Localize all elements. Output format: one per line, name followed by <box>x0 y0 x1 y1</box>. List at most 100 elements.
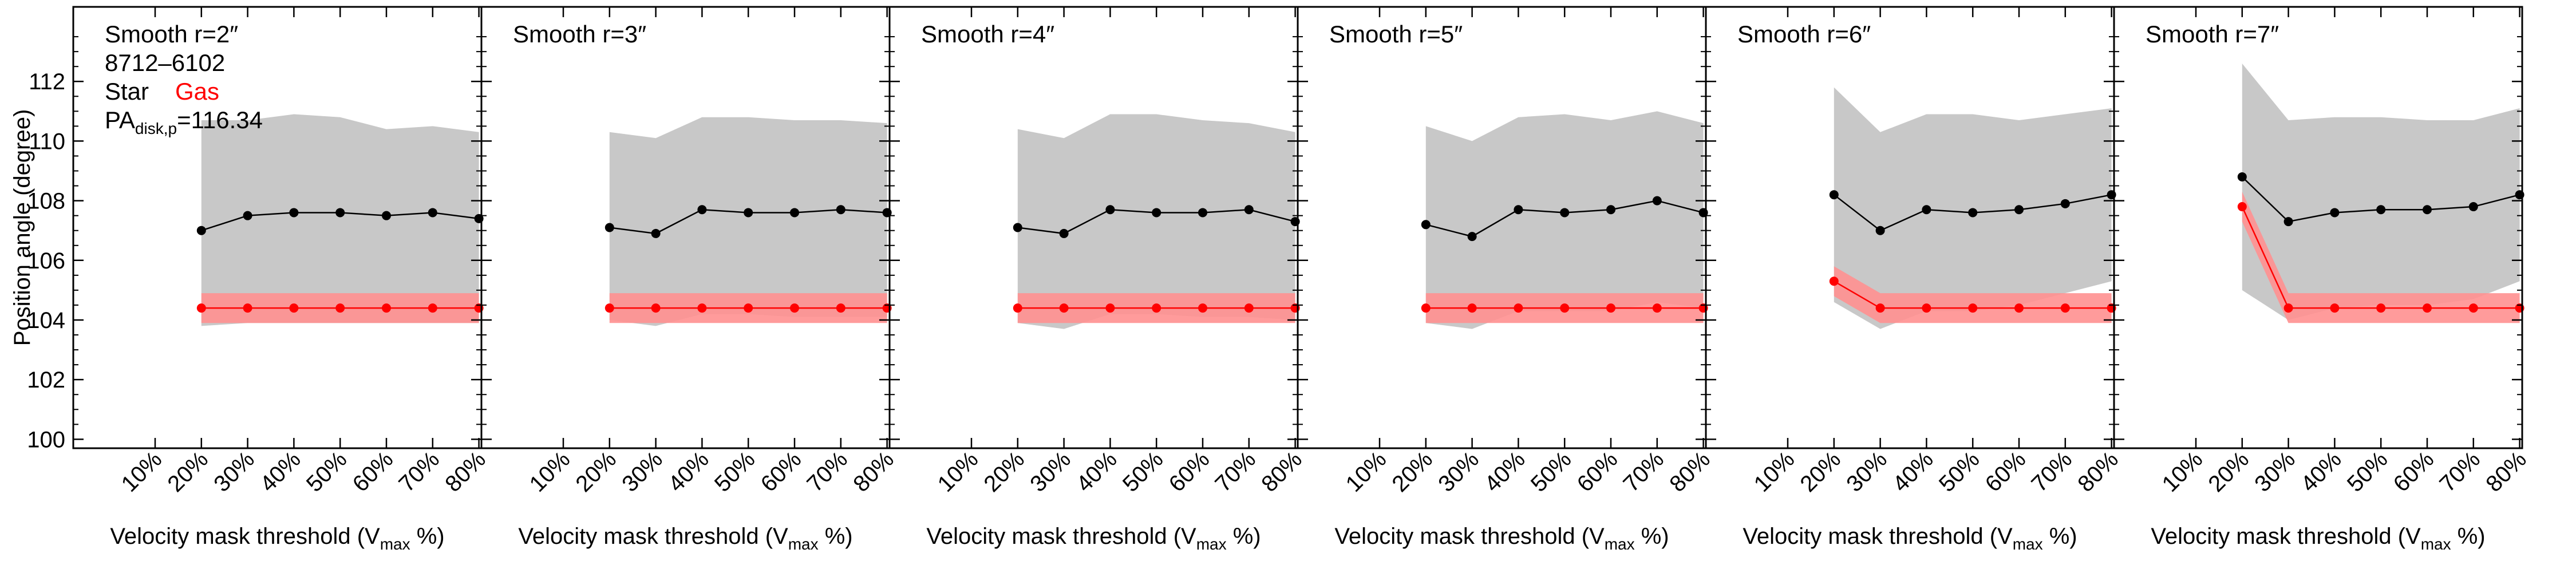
x-tick-label: 70% <box>2435 447 2485 497</box>
gas-point <box>1829 276 1839 286</box>
x-tick-label: 50% <box>710 447 760 497</box>
x-tick-label: 10% <box>1341 447 1392 497</box>
x-axis-label: Velocity mask threshold (Vmax %) <box>926 524 1261 553</box>
star-point <box>2014 205 2024 215</box>
star-point <box>2060 199 2070 208</box>
gas-point <box>1244 303 1254 313</box>
x-tick-label: 80% <box>1257 447 1307 497</box>
panel-title: Smooth r=4″ <box>921 21 1054 48</box>
star-uncertainty-band <box>1425 111 1704 329</box>
gas-point <box>2468 303 2478 313</box>
gas-point <box>1152 303 1161 313</box>
x-axis-label-end: %) <box>819 524 853 549</box>
x-axis-label-sub: max <box>1605 535 1635 553</box>
gas-point <box>1652 303 1662 313</box>
x-tick-label: 50% <box>2342 447 2393 497</box>
panel: 10%20%30%40%50%60%70%80% Smooth r=4″ Veloc… <box>888 6 1307 553</box>
gas-point <box>2283 303 2293 313</box>
star-point <box>1606 205 1615 215</box>
x-axis-label-end: %) <box>2043 524 2077 549</box>
x-axis-label-end: %) <box>410 524 445 549</box>
x-tick-label: 10% <box>2158 447 2208 497</box>
panel-title: Smooth r=5″ <box>1329 21 1463 48</box>
star-point <box>1560 208 1570 218</box>
x-tick-label: 10% <box>117 447 167 497</box>
x-tick-label: 70% <box>2026 447 2077 497</box>
x-axis-label-main: Velocity mask threshold (V <box>518 524 788 549</box>
x-axis-label-main: Velocity mask threshold (V <box>110 524 380 549</box>
star-uncertainty-band <box>201 114 479 326</box>
x-tick-label: 40% <box>1888 447 1938 497</box>
x-axis-label: Velocity mask threshold (Vmax %) <box>1334 524 1669 553</box>
x-tick-label: 30% <box>1025 447 1076 497</box>
gas-point <box>2423 303 2432 313</box>
gas-point <box>1421 303 1431 313</box>
star-point <box>2423 205 2432 215</box>
x-tick-label: 20% <box>979 447 1029 497</box>
gas-uncertainty-band <box>1834 266 2112 323</box>
pa-disk-label: PAdisk,p=116.34 <box>105 106 263 137</box>
x-tick-label: 50% <box>1118 447 1168 497</box>
x-axis-label-main: Velocity mask threshold (V <box>1334 524 1605 549</box>
star-point <box>243 211 252 220</box>
x-tick-label: 10% <box>525 447 575 497</box>
star-point <box>744 208 753 218</box>
gas-point <box>196 303 206 313</box>
panel-title: Smooth r=7″ <box>2146 21 2279 48</box>
star-point <box>1152 208 1161 218</box>
x-axis-label-end: %) <box>2451 524 2486 549</box>
x-axis-label: Velocity mask threshold (Vmax %) <box>1743 524 2077 553</box>
gas-point <box>2330 303 2340 313</box>
x-tick-label: 30% <box>209 447 259 497</box>
gas-point <box>428 303 437 313</box>
gas-point <box>1198 303 1207 313</box>
star-point <box>1244 205 1254 215</box>
x-tick-label: 40% <box>255 447 306 497</box>
star-point <box>2376 205 2386 215</box>
x-axis-label: Velocity mask threshold (Vmax %) <box>2151 524 2485 553</box>
star-point <box>1013 223 1022 232</box>
gas-point <box>1514 303 1523 313</box>
pa-value: =116.34 <box>177 106 263 133</box>
x-axis-label: Velocity mask threshold (Vmax %) <box>110 524 444 553</box>
star-point <box>697 205 707 215</box>
gas-point <box>1467 303 1477 313</box>
star-point <box>335 208 345 218</box>
x-tick-label: 60% <box>756 447 807 497</box>
star-point <box>1968 208 1978 218</box>
gas-point <box>243 303 252 313</box>
pa-sub: disk,p <box>135 120 177 137</box>
gas-point <box>744 303 753 313</box>
gas-uncertainty-band <box>2242 191 2520 323</box>
star-point <box>2237 172 2247 181</box>
x-tick-label: 20% <box>163 447 213 497</box>
gas-point <box>605 303 614 313</box>
x-tick-label: 70% <box>1618 447 1669 497</box>
gas-point <box>1968 303 1978 313</box>
x-tick-label: 40% <box>1480 447 1530 497</box>
x-tick-label: 50% <box>1934 447 1985 497</box>
gas-point <box>651 303 661 313</box>
y-tick-label: 104 <box>27 308 65 333</box>
star-point <box>1198 208 1207 218</box>
star-uncertainty-band <box>1017 114 1295 329</box>
gas-point <box>289 303 299 313</box>
gas-point <box>1606 303 1615 313</box>
x-tick-label: 60% <box>2389 447 2439 497</box>
pa-main: PA <box>105 106 135 133</box>
y-tick-label: 100 <box>27 427 65 452</box>
gas-point <box>1560 303 1570 313</box>
y-tick-label: 106 <box>27 248 65 274</box>
x-tick-label: 80% <box>2481 447 2531 497</box>
x-tick-label: 60% <box>1164 447 1215 497</box>
panel: 10%20%30%40%50%60%70%80% Smooth r=3″ Veloc… <box>480 6 899 553</box>
star-point <box>605 223 614 232</box>
gas-point <box>697 303 707 313</box>
x-tick-label: 70% <box>1210 447 1261 497</box>
panel: 10%20%30%40%50%60%70%80% Smooth r=7″ Veloc… <box>2113 6 2531 553</box>
star-point <box>1467 232 1477 242</box>
gas-point <box>2376 303 2386 313</box>
x-tick-label: 70% <box>802 447 852 497</box>
star-point <box>1514 205 1523 215</box>
